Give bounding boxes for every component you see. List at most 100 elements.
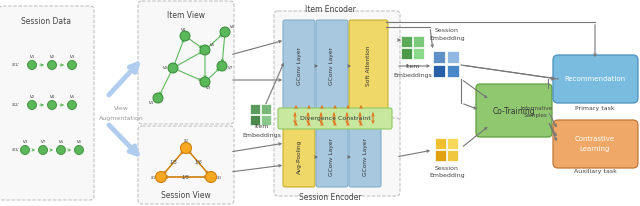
Text: Avg-Pooling: Avg-Pooling [296,140,301,174]
Circle shape [153,93,163,103]
Text: $s_1$:: $s_1$: [11,61,20,69]
Text: $v_{2}$: $v_{2}$ [49,54,55,61]
Text: $v_{2}$: $v_{2}$ [29,94,35,101]
Text: $v_{7}$: $v_{7}$ [227,64,234,72]
Text: $v_{3}$: $v_{3}$ [22,139,28,146]
FancyBboxPatch shape [274,118,400,196]
Text: Recommendation: Recommendation [564,76,625,82]
Text: 1/6: 1/6 [195,160,202,165]
Circle shape [47,101,56,110]
Bar [401,48,412,59]
Text: GConv Layer: GConv Layer [330,138,335,176]
Bar [261,115,271,125]
Text: $s_{1}$: $s_{1}$ [150,174,156,182]
Text: $v_{6}$: $v_{6}$ [76,139,83,146]
FancyBboxPatch shape [274,11,400,122]
Text: $v_{1}$: $v_{1}$ [148,99,154,107]
Text: Divergence Constraint: Divergence Constraint [300,116,371,121]
FancyBboxPatch shape [349,127,381,187]
Text: $v_{3}$: $v_{3}$ [205,84,211,92]
Text: $s_3$:: $s_3$: [11,146,20,154]
Text: Soft Attention: Soft Attention [365,46,371,86]
Circle shape [200,45,210,55]
Text: Session Data: Session Data [21,16,71,26]
Circle shape [205,172,216,183]
Text: $v_{7}$: $v_{7}$ [40,139,46,146]
Bar [250,115,260,125]
Text: $v_{1}$: $v_{1}$ [29,54,35,61]
Bar [435,150,445,160]
FancyBboxPatch shape [283,127,315,187]
Bar [261,104,271,114]
Bar [435,138,445,149]
Text: $v_{6}$: $v_{6}$ [228,23,236,31]
Circle shape [28,61,36,69]
FancyBboxPatch shape [0,6,94,200]
Circle shape [217,61,227,71]
Text: Co-Training: Co-Training [493,107,535,116]
Circle shape [156,172,166,183]
Bar [447,65,460,77]
Bar [433,65,445,77]
Circle shape [220,27,230,37]
Circle shape [47,61,56,69]
Text: $s_{3}$: $s_{3}$ [216,174,222,182]
Text: Primary task: Primary task [575,105,615,110]
Circle shape [20,145,29,154]
Text: View: View [113,105,129,110]
Text: Embedding: Embedding [429,173,465,179]
Text: Session Encoder: Session Encoder [299,192,362,201]
Bar [433,51,445,63]
Text: Session: Session [435,165,459,171]
FancyBboxPatch shape [278,108,392,129]
Text: $v_{2}$: $v_{2}$ [162,64,168,72]
Circle shape [28,101,36,110]
Bar [401,36,412,47]
Circle shape [38,145,47,154]
Text: Embedding: Embedding [429,35,465,41]
Text: Contrastive: Contrastive [575,136,615,142]
FancyBboxPatch shape [316,127,348,187]
Bar [250,104,260,114]
Circle shape [180,143,191,153]
FancyBboxPatch shape [476,84,552,137]
Text: Item: Item [406,64,420,69]
Bar [413,48,424,59]
Circle shape [67,101,77,110]
Text: $v_{5}$: $v_{5}$ [68,94,76,101]
Text: 1/5: 1/5 [182,174,190,179]
FancyBboxPatch shape [138,126,234,204]
Text: Item View: Item View [167,11,205,20]
Circle shape [67,61,77,69]
FancyBboxPatch shape [553,55,638,103]
Text: Session: Session [435,27,459,33]
FancyBboxPatch shape [283,20,315,112]
Text: GConv Layer: GConv Layer [330,47,335,85]
Text: 1/5: 1/5 [170,160,177,165]
Circle shape [168,63,178,73]
Text: GConv Layer: GConv Layer [296,47,301,85]
Text: $v_{3}$: $v_{3}$ [68,54,76,61]
Text: Samples: Samples [524,112,548,117]
Circle shape [74,145,83,154]
Text: $v_{4}$: $v_{4}$ [49,94,56,101]
Text: Embeddings: Embeddings [243,132,282,137]
Text: Session View: Session View [161,192,211,200]
Bar [413,36,424,47]
Text: Auxiliary task: Auxiliary task [573,169,616,173]
Text: $s_2$:: $s_2$: [11,101,20,109]
FancyBboxPatch shape [553,120,638,168]
FancyBboxPatch shape [138,1,234,124]
Text: $s_{2}$: $s_{2}$ [183,137,189,145]
Circle shape [200,77,210,87]
Bar [447,138,458,149]
Circle shape [180,31,190,41]
Text: Item: Item [255,124,269,130]
FancyBboxPatch shape [349,20,388,112]
Text: Informative: Informative [520,105,552,110]
FancyBboxPatch shape [316,20,348,112]
Text: GConv Layer: GConv Layer [362,138,367,176]
Text: Item Encoder: Item Encoder [305,5,355,14]
Text: Embeddings: Embeddings [394,73,433,77]
Text: $v_{5}$: $v_{5}$ [58,139,65,146]
